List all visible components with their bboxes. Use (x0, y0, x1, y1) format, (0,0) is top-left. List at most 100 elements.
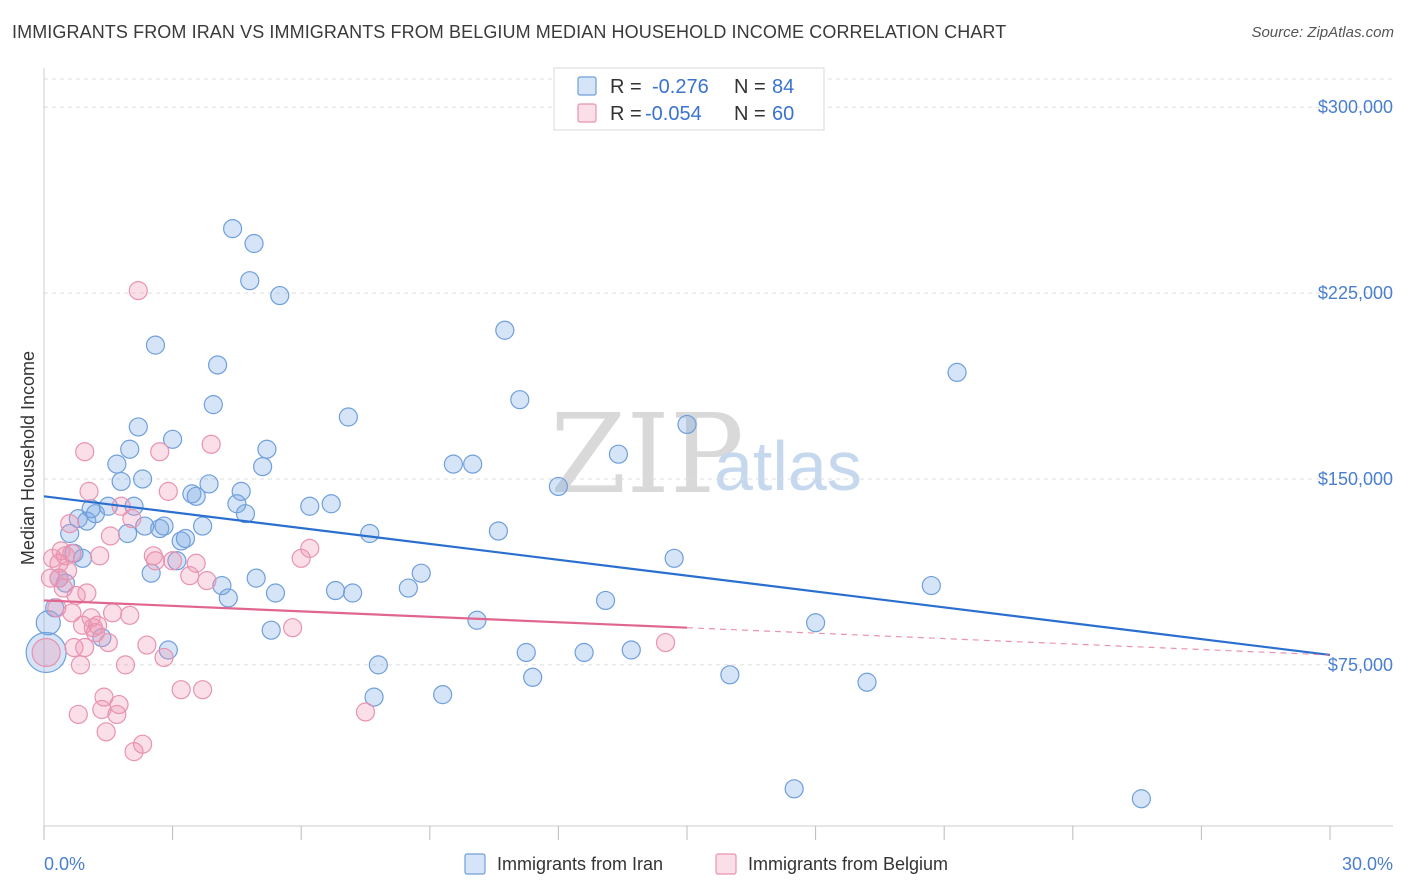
iran-point (265, 583, 286, 603)
legend-iran-n-label: N = (734, 76, 766, 98)
series-iran-points (25, 219, 1151, 809)
legend-iran-r-value: -0.276 (652, 76, 709, 98)
belgium-point (137, 635, 157, 655)
iran-point (608, 444, 629, 464)
belgium-point (109, 694, 129, 715)
axes (43, 68, 1393, 840)
belgium-point (70, 655, 91, 675)
iran-point (132, 469, 153, 489)
belgium-point (49, 568, 69, 588)
iran-point (338, 407, 358, 427)
belgium-point (132, 734, 153, 754)
belgium-point (120, 605, 140, 625)
belgium-point (122, 509, 142, 529)
belgium-point (355, 702, 376, 722)
belgium-point (96, 722, 116, 742)
iran-point (921, 575, 941, 596)
iran-point (443, 454, 463, 474)
legend-iran-swatch (577, 76, 597, 96)
belgium-point (79, 481, 99, 501)
iran-point (120, 439, 140, 459)
belgium-point (68, 704, 88, 725)
trend-lines (43, 495, 1331, 657)
iran-point (246, 568, 266, 588)
correlation-legend: R = -0.276 N = 84 R = -0.054 N = 60 (553, 67, 825, 131)
belgium-point (283, 618, 303, 638)
belgium-point (655, 632, 676, 653)
legend-iran-n-value: 84 (772, 76, 794, 98)
belgium-point (85, 623, 106, 643)
y-tick-label: $75,000 (1328, 655, 1393, 675)
legend-iran-r-label: R = (610, 76, 642, 98)
belgium-point (75, 442, 95, 462)
belgium-point (163, 551, 183, 571)
iran-point (218, 588, 238, 608)
iran-point (360, 523, 380, 544)
legend-box (553, 67, 825, 131)
iran-point (947, 362, 967, 382)
series-legend: Immigrants from Iran Immigrants from Bel… (464, 853, 948, 875)
belgium-trend-extension (686, 627, 1331, 656)
belgium-point (150, 442, 170, 462)
x-tick-label: 0.0% (44, 854, 85, 874)
iran-point (186, 486, 206, 506)
iran-point (111, 471, 131, 492)
iran-point (321, 494, 341, 514)
iran-point (364, 687, 384, 707)
iran-trend-line (43, 495, 1331, 657)
belgium-point (201, 434, 221, 454)
iran-point (368, 655, 388, 675)
belgium-point (128, 281, 148, 301)
iran-point (516, 642, 536, 663)
iran-point (261, 620, 281, 640)
iran-point (784, 779, 804, 799)
belgium-point (145, 551, 166, 571)
chart-title: IMMIGRANTS FROM IRAN VS IMMIGRANTS FROM … (12, 22, 1007, 42)
iran-point (212, 575, 232, 596)
iran-point (253, 456, 273, 477)
belgium-point (60, 513, 80, 534)
belgium-point (90, 546, 110, 566)
belgium-point (31, 637, 61, 668)
iran-point (343, 583, 363, 603)
belgium-point (300, 538, 320, 558)
iran-point (154, 516, 174, 536)
iran-point (510, 390, 530, 410)
grid-lines (44, 78, 1393, 666)
legend-belgium-r-value: -0.054 (645, 103, 702, 125)
iran-point (128, 417, 148, 437)
belgium-point (100, 526, 121, 546)
belgium-trend-line (43, 599, 688, 629)
belgium-point (47, 598, 67, 618)
iran-point (720, 665, 740, 685)
y-tick-label: $300,000 (1318, 97, 1393, 117)
iran-point (107, 454, 127, 474)
belgium-point (64, 637, 84, 658)
iran-point (300, 496, 320, 516)
belgium-point (87, 615, 108, 635)
iran-point (488, 521, 508, 541)
iran-point (621, 640, 641, 660)
iran-point (325, 580, 346, 601)
watermark-zip: ZIP (550, 390, 744, 518)
watermark: ZIP atlas (550, 390, 862, 518)
watermark-atlas: atlas (714, 427, 862, 505)
belgium-point (154, 647, 174, 668)
iran-point (223, 219, 243, 239)
iran-point (193, 516, 213, 536)
iran-point (857, 672, 877, 692)
iran-point (677, 414, 697, 435)
iran-point (463, 454, 483, 474)
iran-point (231, 481, 251, 501)
legend-belgium-r-label: R = (610, 103, 642, 125)
legend-belgium-n-label: N = (734, 103, 766, 125)
iran-point (574, 642, 594, 663)
iran-point (203, 395, 223, 415)
belgium-point (186, 553, 206, 573)
iran-point (595, 590, 616, 611)
iran-point (523, 667, 543, 687)
bottom-legend-belgium-label: Immigrants from Belgium (748, 854, 948, 874)
y-tick-labels: $75,000 $150,000 $225,000 $300,000 (1318, 97, 1393, 675)
iran-point (240, 271, 260, 291)
